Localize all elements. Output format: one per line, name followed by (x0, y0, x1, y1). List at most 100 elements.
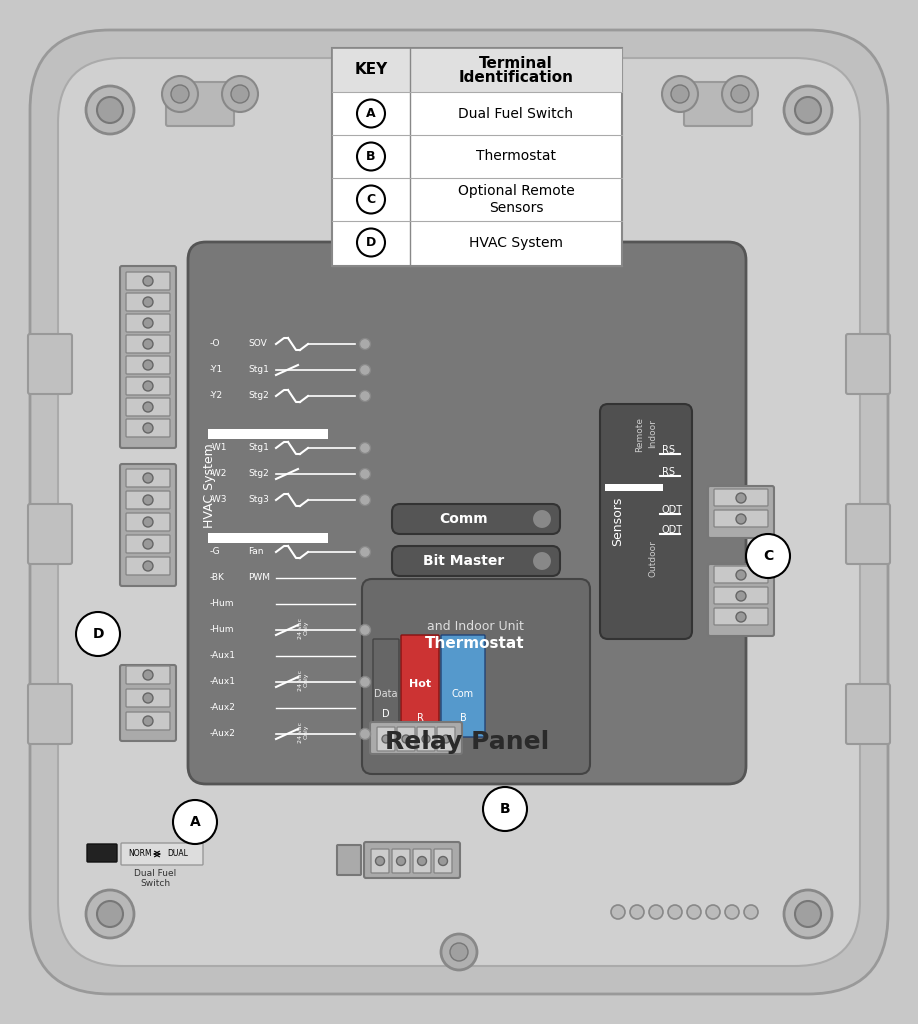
FancyBboxPatch shape (126, 712, 170, 730)
FancyBboxPatch shape (714, 489, 768, 506)
FancyBboxPatch shape (166, 82, 234, 126)
Text: Fan: Fan (248, 548, 263, 556)
FancyBboxPatch shape (126, 272, 170, 290)
FancyBboxPatch shape (846, 684, 890, 744)
Bar (332, 48, 622, 266)
Circle shape (357, 185, 385, 213)
Text: -O: -O (210, 340, 220, 348)
Text: D: D (92, 627, 104, 641)
Circle shape (360, 365, 371, 376)
Text: 24 Vac
Only: 24 Vac Only (297, 670, 308, 690)
Circle shape (736, 514, 746, 524)
Text: and Indoor Unit: and Indoor Unit (427, 620, 523, 633)
FancyBboxPatch shape (441, 635, 485, 737)
FancyBboxPatch shape (401, 635, 439, 737)
Circle shape (360, 390, 371, 401)
Circle shape (143, 670, 153, 680)
Circle shape (162, 76, 198, 112)
Text: R: R (417, 713, 423, 723)
FancyBboxPatch shape (126, 535, 170, 553)
FancyBboxPatch shape (30, 30, 888, 994)
Text: A: A (190, 815, 200, 829)
Circle shape (360, 677, 371, 687)
FancyBboxPatch shape (714, 510, 768, 527)
Circle shape (722, 76, 758, 112)
Text: -Hum: -Hum (210, 626, 234, 635)
Circle shape (360, 495, 371, 506)
Circle shape (611, 905, 625, 919)
Text: Dual Fuel Switch: Dual Fuel Switch (458, 106, 574, 121)
FancyBboxPatch shape (126, 419, 170, 437)
Circle shape (86, 86, 134, 134)
Text: Indoor: Indoor (648, 420, 657, 449)
Text: SOV: SOV (248, 340, 267, 348)
FancyBboxPatch shape (684, 82, 752, 126)
Text: 24 Vac
Only: 24 Vac Only (297, 617, 308, 639)
Text: HVAC System: HVAC System (204, 443, 217, 528)
Circle shape (418, 856, 427, 865)
Circle shape (784, 890, 832, 938)
FancyBboxPatch shape (337, 845, 361, 874)
Circle shape (143, 423, 153, 433)
FancyBboxPatch shape (434, 849, 452, 873)
Circle shape (662, 76, 698, 112)
Text: KEY: KEY (354, 62, 387, 78)
FancyBboxPatch shape (126, 513, 170, 531)
Circle shape (746, 534, 790, 578)
Text: ODT: ODT (662, 525, 683, 535)
FancyBboxPatch shape (370, 722, 462, 754)
Bar (605, 484, 663, 490)
Circle shape (143, 339, 153, 349)
Circle shape (143, 517, 153, 527)
FancyBboxPatch shape (126, 666, 170, 684)
Text: Identification: Identification (458, 71, 574, 85)
Circle shape (736, 570, 746, 580)
Circle shape (668, 905, 682, 919)
Circle shape (706, 905, 720, 919)
Text: Stg2: Stg2 (248, 469, 269, 478)
Circle shape (357, 142, 385, 171)
Circle shape (173, 800, 217, 844)
FancyBboxPatch shape (425, 82, 493, 126)
FancyBboxPatch shape (846, 334, 890, 394)
Circle shape (736, 493, 746, 503)
Circle shape (143, 402, 153, 412)
Circle shape (357, 228, 385, 256)
Text: Outdoor: Outdoor (648, 541, 657, 578)
Text: Remote: Remote (635, 417, 644, 452)
FancyBboxPatch shape (714, 608, 768, 625)
Circle shape (143, 539, 153, 549)
Circle shape (397, 856, 406, 865)
FancyBboxPatch shape (120, 665, 176, 741)
Text: Optional Remote
Sensors: Optional Remote Sensors (458, 184, 575, 215)
FancyBboxPatch shape (392, 546, 560, 575)
FancyBboxPatch shape (417, 727, 435, 751)
Text: -Hum: -Hum (210, 599, 234, 608)
Text: Stg2: Stg2 (248, 391, 269, 400)
Text: Dual Fuel: Dual Fuel (134, 869, 176, 879)
Text: RS: RS (662, 467, 675, 477)
FancyBboxPatch shape (373, 639, 399, 729)
Text: C: C (366, 193, 375, 206)
Circle shape (360, 339, 371, 349)
Text: -Y2: -Y2 (210, 391, 223, 400)
Text: Switch: Switch (140, 880, 170, 889)
FancyBboxPatch shape (397, 727, 415, 751)
FancyBboxPatch shape (58, 58, 860, 966)
Text: -W1: -W1 (210, 443, 228, 453)
Circle shape (360, 547, 371, 557)
Circle shape (795, 97, 821, 123)
Circle shape (360, 625, 371, 636)
Circle shape (630, 905, 644, 919)
FancyBboxPatch shape (126, 557, 170, 575)
FancyBboxPatch shape (126, 314, 170, 332)
Circle shape (784, 86, 832, 134)
Circle shape (360, 728, 371, 739)
Circle shape (736, 612, 746, 622)
FancyBboxPatch shape (120, 266, 176, 449)
Text: Terminal: Terminal (479, 55, 553, 71)
Circle shape (171, 85, 189, 103)
Text: A: A (366, 106, 375, 120)
Circle shape (143, 716, 153, 726)
FancyBboxPatch shape (126, 377, 170, 395)
